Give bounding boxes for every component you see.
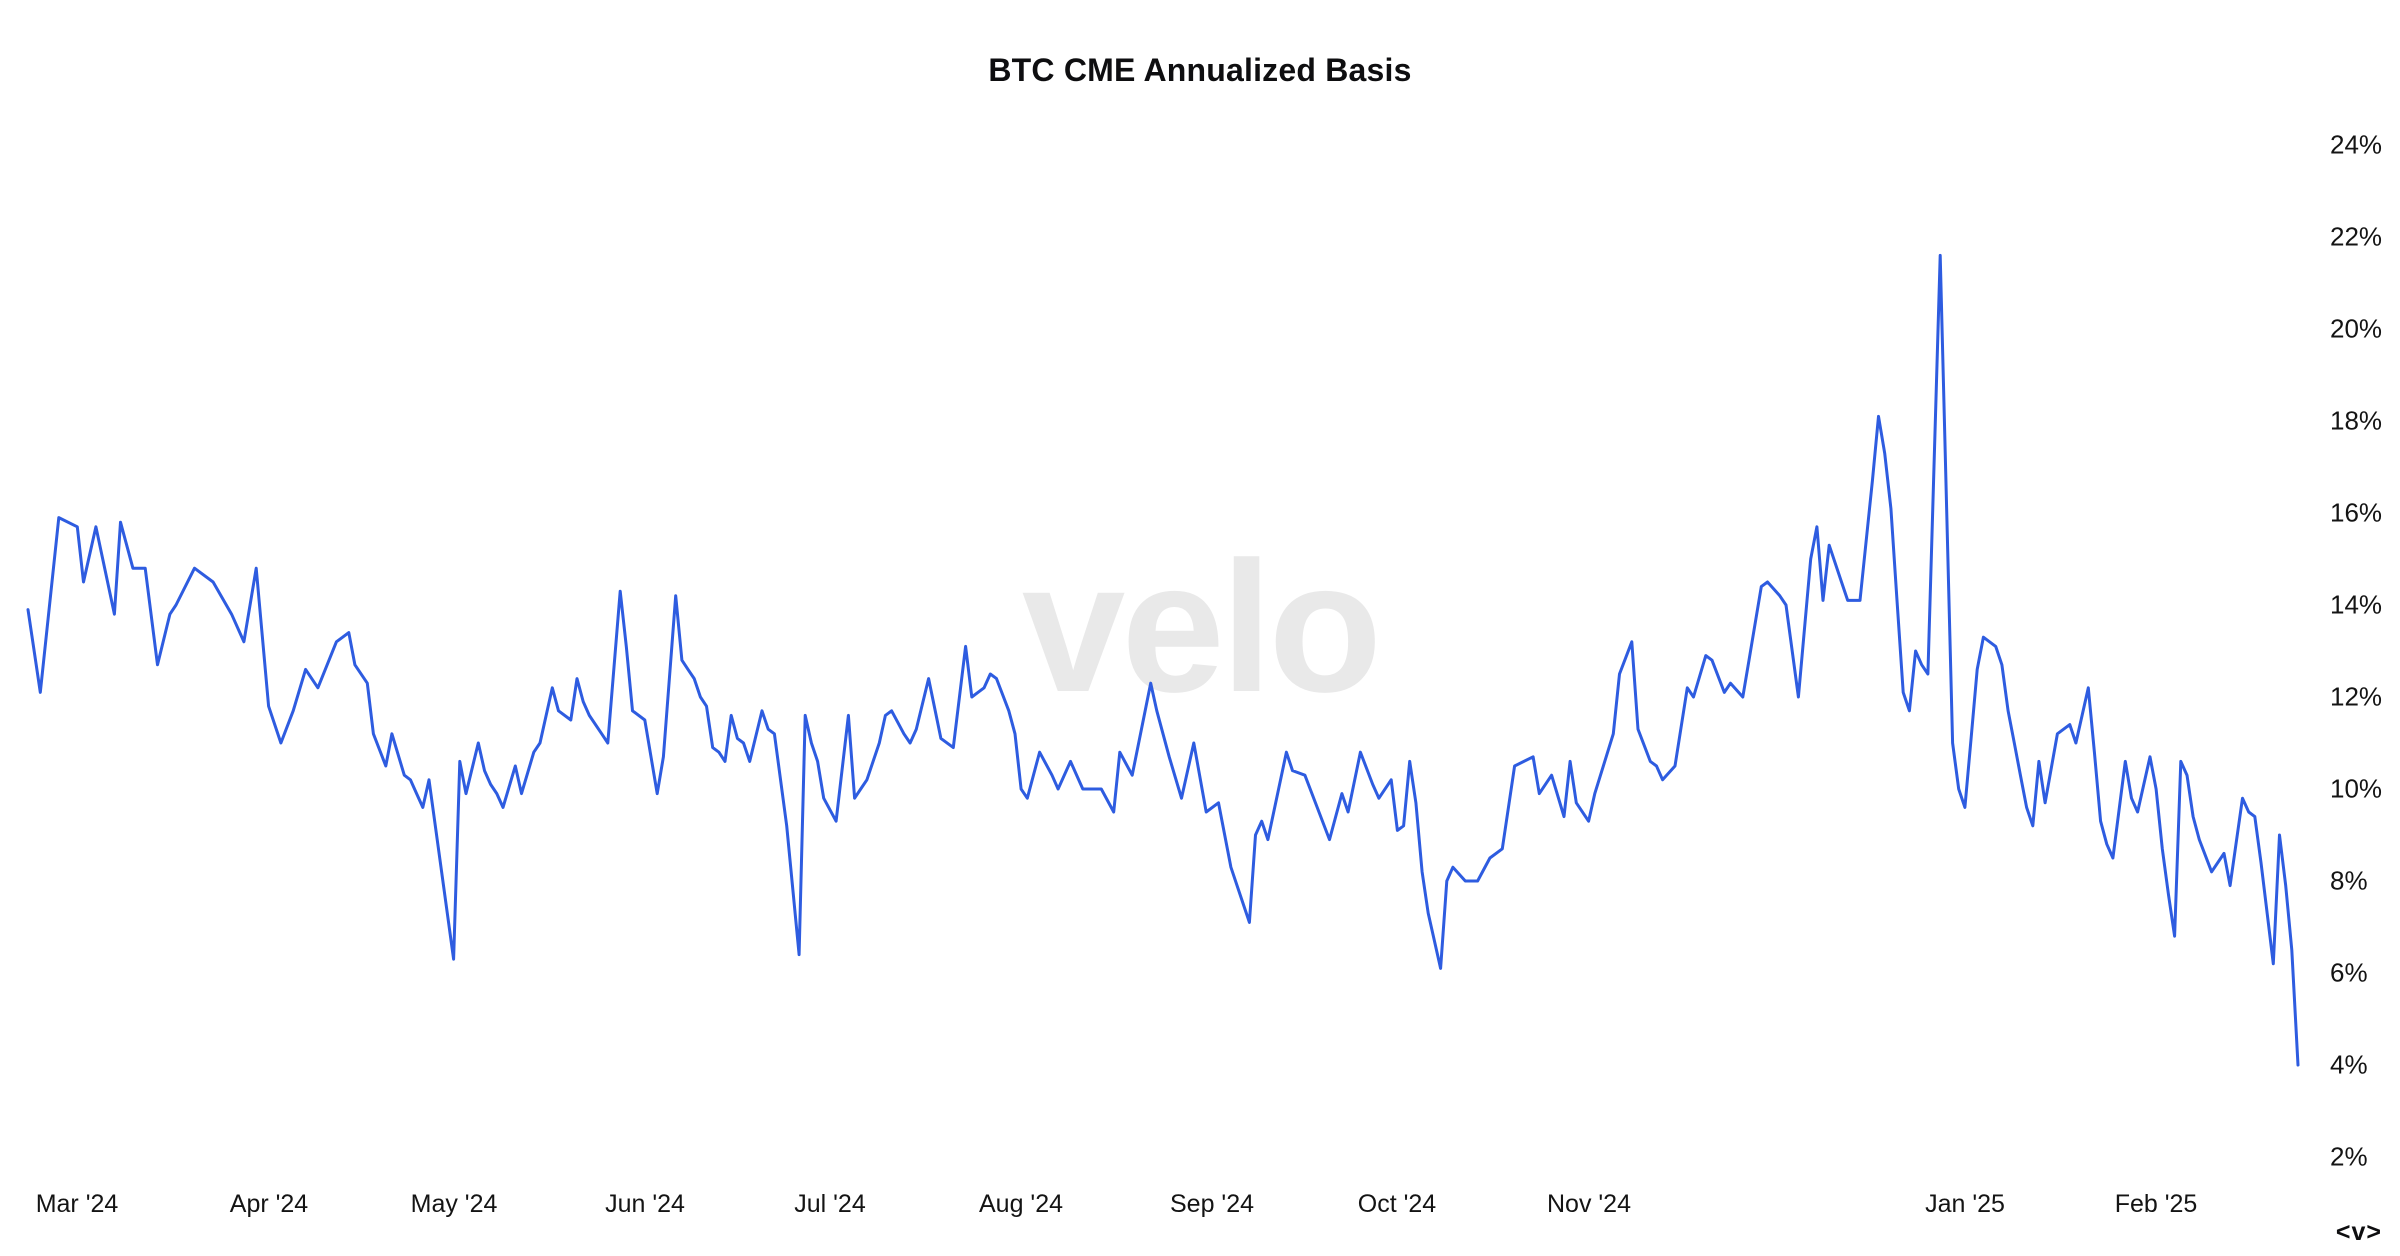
x-axis-label: Apr '24 <box>229 1190 309 1218</box>
x-axis-label: Mar '24 <box>35 1190 119 1218</box>
x-axis-label: Jul '24 <box>794 1190 866 1218</box>
y-axis-label: 10% <box>2330 773 2383 804</box>
y-axis-label: 18% <box>2330 405 2383 436</box>
y-axis-label: 16% <box>2330 497 2383 528</box>
x-axis-label: Nov '24 <box>1547 1190 1631 1218</box>
y-axis-label: 12% <box>2330 681 2383 712</box>
y-axis-label: 8% <box>2330 865 2368 896</box>
y-axis-label: 22% <box>2330 221 2383 252</box>
velo-logo-mark: <v> <box>2335 1218 2382 1246</box>
y-axis-label: 14% <box>2330 589 2383 620</box>
x-axis-label: Sep '24 <box>1169 1190 1255 1218</box>
y-axis-label: 24% <box>2330 129 2383 160</box>
x-axis-label: May '24 <box>410 1190 498 1218</box>
y-axis-label: 2% <box>2330 1141 2368 1172</box>
x-axis-label: Aug '24 <box>978 1190 1064 1218</box>
y-axis-label: 4% <box>2330 1049 2368 1080</box>
basis-line <box>26 253 2300 1067</box>
x-axis-label: Feb '25 <box>2114 1190 2198 1218</box>
x-axis-label: Oct '24 <box>1357 1190 1437 1218</box>
y-axis-label: 6% <box>2330 957 2368 988</box>
velo-watermark: velo <box>1021 524 1382 731</box>
y-axis-label: 20% <box>2330 313 2383 344</box>
x-axis-label: Jun '24 <box>605 1190 685 1218</box>
x-axis-label: Jan '25 <box>1925 1190 2005 1218</box>
chart-title: BTC CME Annualized Basis <box>988 52 1412 88</box>
